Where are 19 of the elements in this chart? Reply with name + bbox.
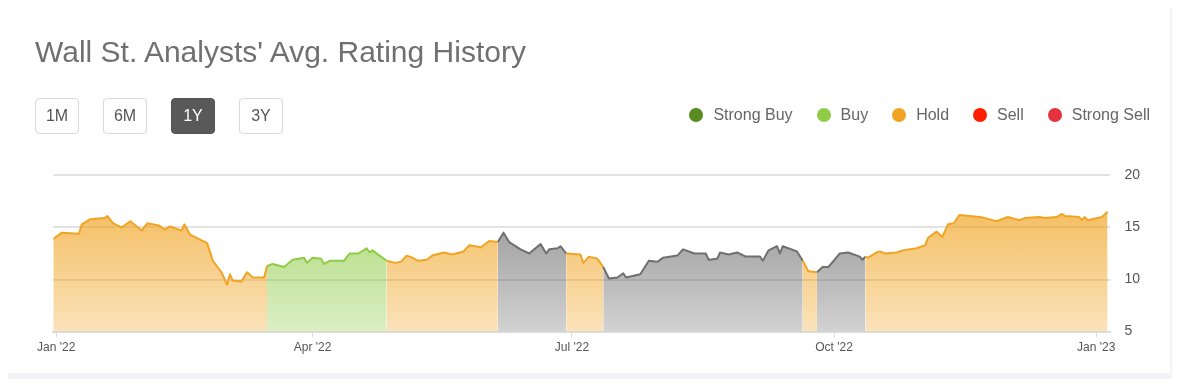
x-tick-label: Jan '23 [1077,340,1116,355]
text: 1Y [171,98,215,134]
legend-label: Strong Buy [713,106,793,124]
y-tick-label: 15 [1124,218,1141,235]
x-tick-label: Jan '22 [37,340,76,355]
legend-label: Strong Sell [1071,106,1150,124]
legend-label: Buy [840,106,869,124]
text: 1M [35,98,79,134]
y-tick-label: 5 [1124,322,1133,339]
x-tick-label: Oct '22 [815,340,854,355]
x-tick-label: Apr '22 [293,340,332,355]
y-tick-label: 20 [1124,166,1141,183]
text: 3Y [239,98,283,134]
y-tick-label: 10 [1124,270,1141,287]
x-tick-label: Jul '22 [554,340,590,355]
legend-label: Sell [997,106,1024,124]
chart-title: Wall St. Analysts' Avg. Rating History [35,35,526,69]
text: 6M [103,98,147,134]
legend-label: Hold [916,106,950,124]
